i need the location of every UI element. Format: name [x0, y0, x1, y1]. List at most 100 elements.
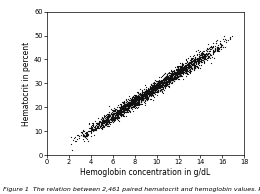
- Point: [195, 56, 199, 59]
- Point: [112, 113, 116, 116]
- Point: [211, 50, 215, 53]
- Point: [130, 99, 134, 102]
- Point: [152, 82, 156, 85]
- Point: [126, 102, 130, 106]
- Point: [163, 84, 167, 87]
- Point: [176, 70, 180, 73]
- Point: [114, 111, 119, 114]
- Point: [141, 92, 145, 95]
- Point: [208, 49, 212, 53]
- Point: [141, 98, 145, 101]
- Point: [186, 56, 191, 60]
- Point: [123, 103, 127, 107]
- Point: [125, 101, 129, 104]
- Point: [202, 56, 206, 59]
- Point: [127, 105, 132, 108]
- Point: [155, 90, 159, 94]
- Point: [106, 117, 110, 120]
- Point: [122, 100, 126, 103]
- Point: [170, 78, 174, 81]
- Point: [143, 94, 147, 97]
- Point: [183, 68, 187, 71]
- Point: [151, 81, 155, 84]
- Point: [133, 98, 137, 101]
- Point: [154, 90, 159, 93]
- Point: [167, 71, 171, 74]
- Point: [154, 86, 158, 89]
- Point: [174, 75, 178, 79]
- Point: [195, 58, 199, 61]
- Point: [173, 75, 178, 78]
- Point: [148, 91, 152, 94]
- Point: [168, 75, 172, 78]
- Point: [130, 106, 134, 109]
- Point: [164, 83, 168, 86]
- Point: [122, 106, 126, 109]
- Point: [119, 103, 123, 107]
- Point: [174, 70, 179, 73]
- Point: [80, 130, 84, 133]
- Point: [192, 59, 196, 62]
- Point: [182, 68, 186, 71]
- Point: [86, 133, 90, 136]
- Point: [158, 83, 162, 86]
- Point: [129, 96, 134, 99]
- Point: [129, 98, 134, 101]
- Point: [143, 100, 147, 103]
- Point: [128, 103, 132, 107]
- Point: [112, 116, 116, 119]
- Point: [201, 58, 205, 61]
- Point: [182, 65, 186, 68]
- Point: [186, 65, 191, 68]
- Point: [139, 97, 143, 100]
- Point: [190, 63, 194, 67]
- Point: [154, 84, 158, 87]
- Point: [102, 115, 106, 118]
- Point: [107, 119, 112, 122]
- Point: [168, 78, 173, 81]
- Point: [96, 126, 100, 129]
- Point: [104, 118, 108, 121]
- Point: [181, 67, 185, 70]
- Point: [140, 92, 145, 95]
- Point: [156, 84, 160, 87]
- Point: [148, 85, 152, 88]
- Point: [217, 46, 221, 49]
- Point: [144, 89, 148, 93]
- Point: [175, 74, 179, 78]
- Point: [172, 68, 176, 71]
- Point: [148, 90, 152, 93]
- Point: [203, 53, 207, 56]
- Point: [160, 79, 164, 82]
- Point: [147, 87, 151, 91]
- Point: [144, 88, 148, 92]
- Point: [223, 45, 227, 48]
- Point: [202, 55, 206, 58]
- Point: [146, 88, 150, 92]
- Point: [137, 99, 141, 102]
- Point: [192, 65, 196, 68]
- Point: [152, 91, 156, 94]
- Point: [162, 79, 166, 82]
- Point: [155, 82, 159, 85]
- Point: [169, 75, 173, 78]
- Point: [180, 71, 184, 74]
- Point: [216, 45, 220, 48]
- Point: [140, 91, 144, 94]
- Point: [185, 66, 189, 69]
- Point: [122, 106, 126, 109]
- Point: [117, 117, 121, 120]
- Point: [169, 75, 173, 78]
- Point: [176, 68, 180, 71]
- Point: [169, 69, 173, 72]
- Point: [191, 56, 195, 59]
- Point: [162, 79, 166, 82]
- Point: [146, 92, 150, 95]
- Point: [183, 66, 187, 69]
- Point: [170, 78, 174, 81]
- Point: [133, 94, 137, 97]
- Point: [109, 115, 114, 118]
- Point: [162, 80, 166, 83]
- Point: [156, 86, 160, 89]
- Point: [200, 51, 204, 54]
